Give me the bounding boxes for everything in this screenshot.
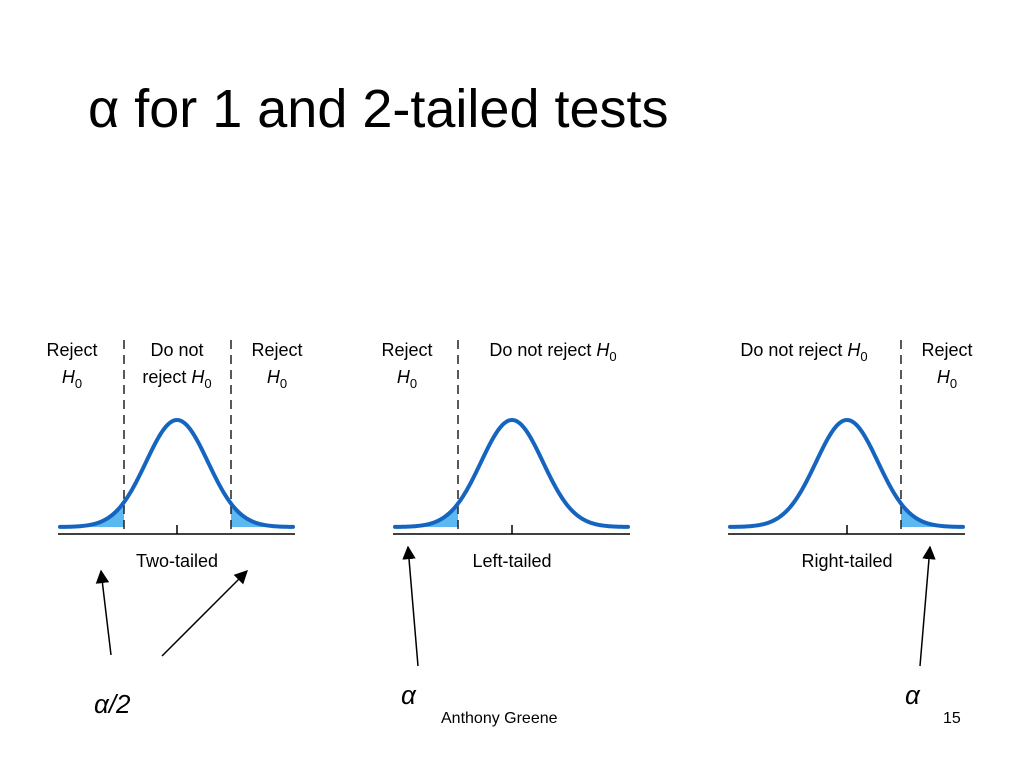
distribution-panel: Do not reject H0​ Reject H0​ Right-tailed: [728, 340, 973, 571]
region-label: Do not: [150, 340, 203, 360]
panel-caption: Left-tailed: [472, 551, 551, 571]
region-label: Reject: [381, 340, 432, 360]
distribution-panel: Reject H0​ Do not reject H0​ Left-tailed: [381, 340, 630, 571]
alpha-left-label: α: [401, 680, 417, 710]
page-number: 15: [943, 710, 961, 727]
slide-title: α for 1 and 2-tailed tests: [88, 79, 669, 139]
normal-curve: [58, 417, 295, 529]
annotation-arrows: [95, 545, 936, 667]
panel-caption: Two-tailed: [136, 551, 218, 571]
distribution-panel: Reject H0​ Do not reject H0​ Reject H0​ Two-ta…: [46, 340, 303, 571]
rejection-tail-area: [60, 502, 124, 527]
region-label: Reject: [46, 340, 97, 360]
alpha-right-label: α: [905, 680, 921, 710]
region-label: H0​: [62, 367, 82, 391]
normal-curve: [393, 417, 630, 529]
region-label: Reject: [921, 340, 972, 360]
region-label: Reject: [251, 340, 302, 360]
region-label: H0​: [937, 367, 957, 391]
alpha-half-right-arrow: [161, 570, 248, 657]
alpha-half-left-arrow: [95, 569, 112, 656]
region-label: H0​: [397, 367, 417, 391]
region-label: Do not reject H0​: [489, 340, 616, 364]
normal-curve: [728, 417, 965, 529]
rejection-tail-area: [901, 503, 963, 527]
panel-caption: Right-tailed: [801, 551, 892, 571]
region-label: reject H0​: [142, 367, 211, 391]
rejection-tail-area: [231, 503, 293, 527]
region-label: H0​: [267, 367, 287, 391]
footer-author: Anthony Greene: [441, 710, 558, 727]
region-label: Do not reject H0​: [740, 340, 867, 364]
alpha-right-arrow: [919, 545, 936, 667]
rejection-tail-area: [395, 503, 458, 527]
alpha-left-arrow: [402, 545, 419, 667]
alpha-half-label: α/2: [94, 689, 131, 719]
